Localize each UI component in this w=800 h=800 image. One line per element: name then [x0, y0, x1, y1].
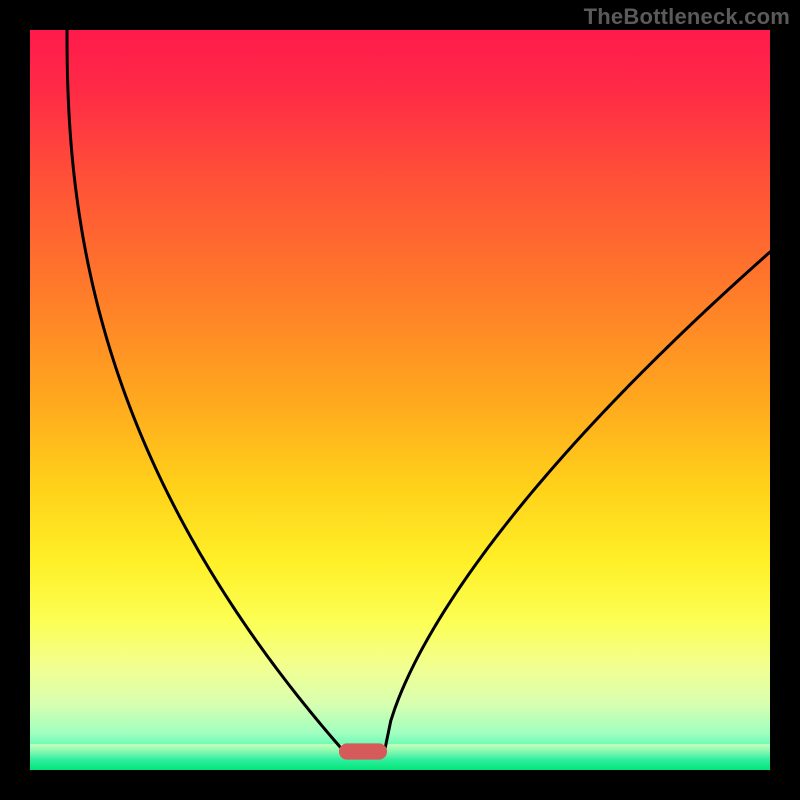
plot-svg	[30, 30, 770, 770]
green-band	[30, 744, 770, 770]
attribution-label: TheBottleneck.com	[584, 4, 790, 30]
bottleneck-marker	[339, 743, 387, 759]
bottleneck-plot	[30, 30, 770, 770]
chart-container: TheBottleneck.com	[0, 0, 800, 800]
gradient-background	[30, 30, 770, 770]
